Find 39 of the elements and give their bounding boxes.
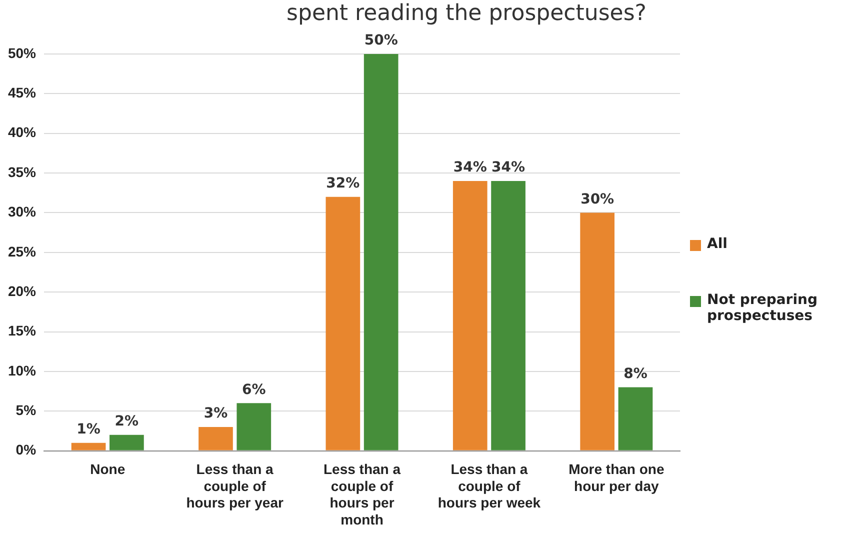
bar (110, 434, 144, 450)
x-tick-label: More than one hour per day (568, 461, 664, 494)
bar (491, 180, 526, 450)
y-tick-label: 30% (8, 204, 37, 220)
data-label: 8% (624, 366, 648, 382)
x-tick-label: Less than a couple of hours per month (323, 461, 401, 528)
bar (326, 196, 360, 450)
y-tick-label: 25% (8, 243, 37, 260)
data-label: 6% (242, 382, 266, 398)
y-tick-label: 20% (8, 282, 37, 299)
bar (364, 54, 398, 450)
y-tick-label: 45% (8, 84, 37, 101)
y-tick-label: 0% (16, 442, 37, 458)
bar (580, 212, 614, 450)
data-label: 50% (364, 32, 398, 49)
bar (236, 403, 272, 450)
y-tick-label: 5% (16, 402, 37, 418)
data-label: 34% (492, 160, 526, 176)
bar (71, 442, 106, 450)
data-label: 2% (114, 414, 139, 430)
y-tick-label: 40% (8, 124, 37, 140)
y-tick-label: 50% (8, 44, 37, 61)
y-tick-label: 35% (8, 164, 37, 180)
y-tick-label: 15% (8, 322, 37, 339)
data-label: 34% (453, 160, 487, 176)
data-label: 1% (76, 422, 100, 438)
chart-title: spent reading the prospectuses? (286, 0, 648, 28)
bar (452, 180, 488, 450)
y-tick-label: 10% (8, 362, 37, 378)
bar (618, 387, 653, 450)
bar (198, 426, 233, 450)
x-tick-label: Less than a couple of hours per week (438, 461, 541, 511)
data-label: 3% (204, 406, 228, 422)
legend-label: All (707, 236, 728, 252)
data-label: 30% (580, 191, 614, 208)
x-tick-label: Less than a couple of hours per year (186, 461, 284, 511)
data-label: 32% (326, 175, 360, 192)
x-tick-label: None (90, 461, 126, 478)
legend-label: Not preparing prospectuses (707, 292, 818, 324)
